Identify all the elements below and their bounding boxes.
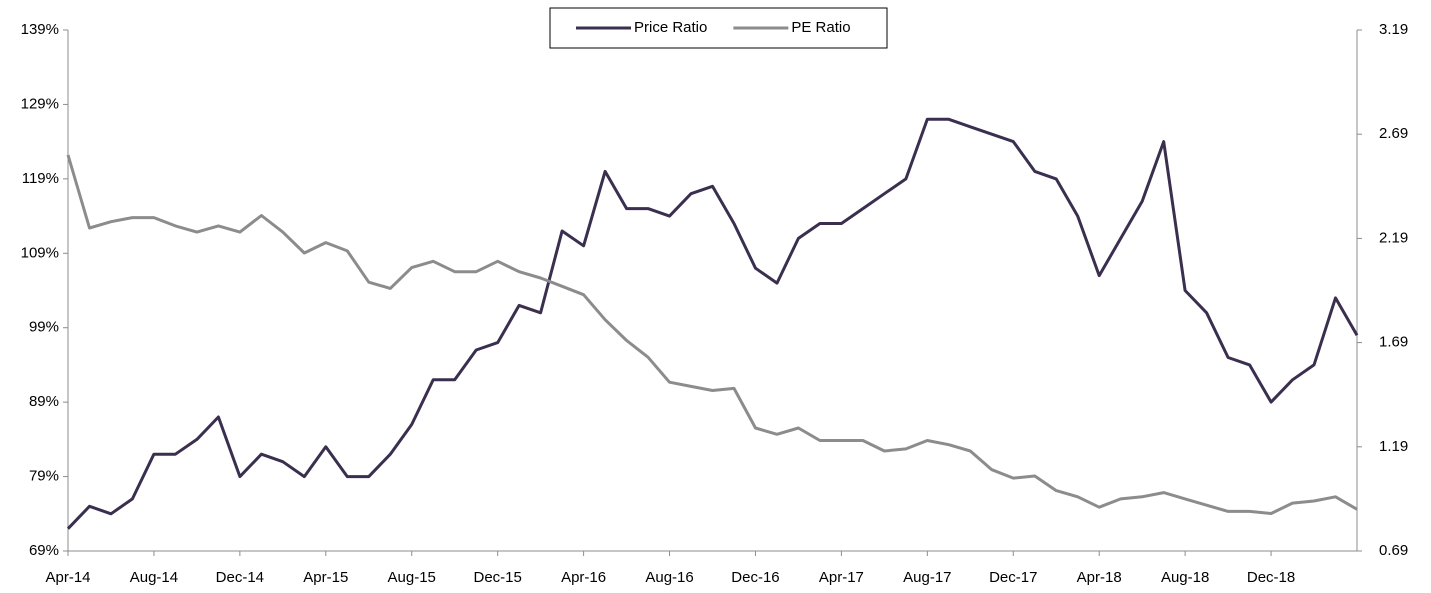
y-tick-label: 79% [29,468,59,485]
y2-tick-label: 2.19 [1379,229,1408,246]
x-tick-label: Apr-18 [1077,569,1122,586]
y-tick-label: 129% [21,95,59,112]
series-line [66,117,1359,530]
y2-tick-label: 1.19 [1379,438,1408,455]
y-tick-label: 89% [29,393,59,410]
x-tick-label: Aug-16 [645,569,693,586]
x-tick-label: Apr-15 [303,569,348,586]
y-tick-label: 119% [22,170,59,187]
x-tick-label: Aug-18 [1161,569,1209,586]
x-tick-label: Aug-17 [903,569,951,586]
y2-tick-label: 1.69 [1379,334,1408,351]
y2-tick-label: 0.69 [1379,542,1408,559]
x-tick-label: Dec-17 [989,569,1037,586]
x-tick-label: Apr-17 [819,569,864,586]
legend-label: Price Ratio [634,19,707,36]
x-tick-label: Dec-15 [473,569,521,586]
x-tick-label: Apr-16 [561,569,606,586]
legend-label: PE Ratio [791,19,850,36]
x-tick-label: Aug-15 [388,569,436,586]
y2-tick-label: 3.19 [1379,21,1408,38]
x-tick-label: Dec-18 [1247,569,1295,586]
y-tick-label: 99% [29,319,59,336]
y-tick-label: 139% [21,21,59,38]
x-tick-label: Apr-14 [45,569,90,586]
x-tick-label: Dec-16 [731,569,779,586]
x-tick-label: Dec-14 [216,569,264,586]
y2-tick-label: 2.69 [1379,125,1408,142]
x-tick-label: Aug-14 [130,569,178,586]
series-line [66,154,1358,515]
y-tick-label: 109% [21,244,59,261]
y-tick-label: 69% [29,542,59,559]
